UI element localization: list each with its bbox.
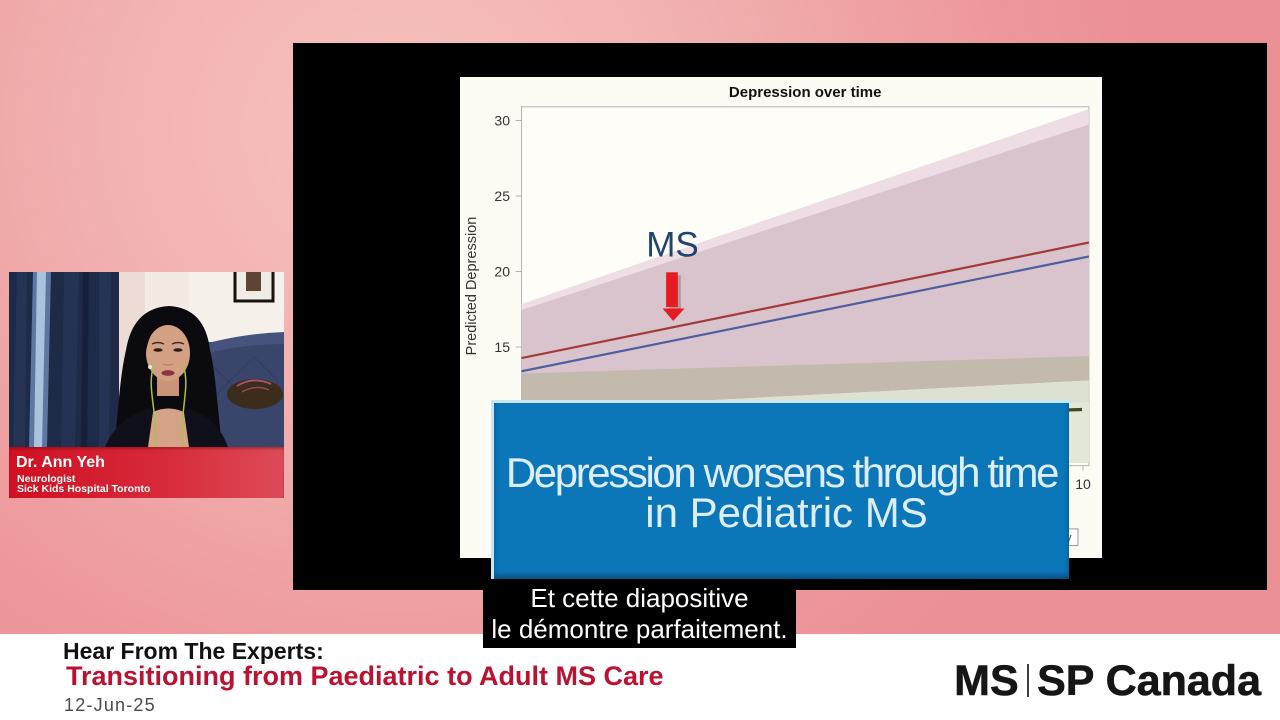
svg-text:Depression over time: Depression over time [729, 84, 882, 101]
svg-text:30: 30 [494, 113, 510, 129]
svg-text:20: 20 [494, 264, 510, 280]
svg-text:25: 25 [494, 188, 510, 204]
svg-text:y: y [1066, 532, 1072, 544]
svg-text:Predicted Depression: Predicted Depression [464, 217, 480, 356]
svg-text:15: 15 [494, 339, 510, 355]
svg-text:MS: MS [646, 226, 699, 265]
svg-text:10: 10 [1075, 476, 1091, 492]
